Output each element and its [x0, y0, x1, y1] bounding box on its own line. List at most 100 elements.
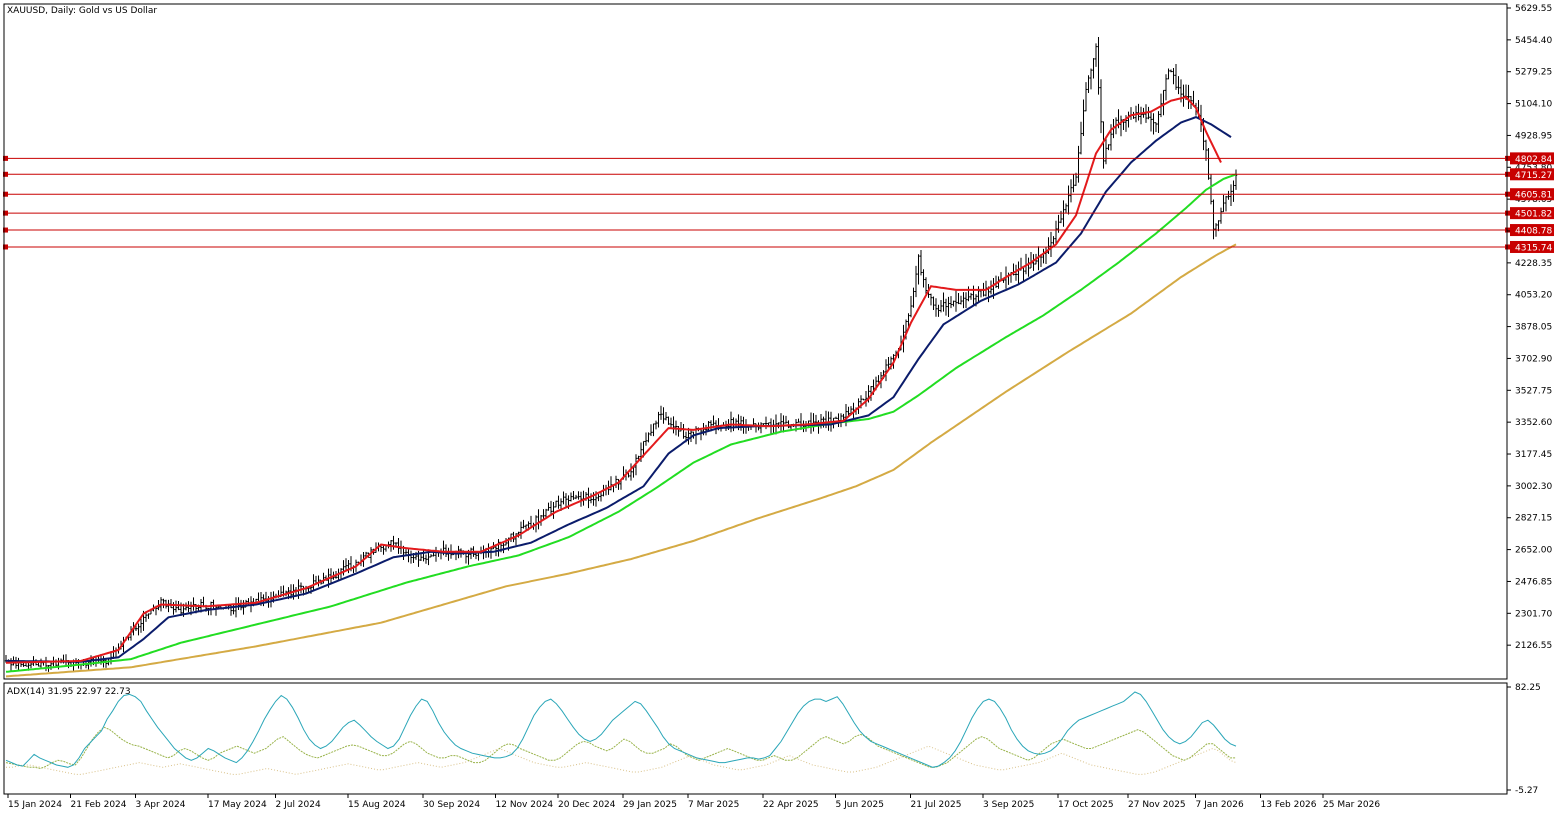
adx-tick-label: 82.25	[1515, 683, 1541, 693]
price-bar	[1187, 84, 1190, 110]
level-label: 4802.84	[1515, 155, 1552, 165]
price-bar	[1167, 68, 1170, 80]
price-bar	[1154, 122, 1158, 133]
price-bar	[137, 623, 140, 636]
price-bar	[947, 296, 950, 317]
price-bar	[787, 420, 790, 429]
price-tick-label: 3878.05	[1515, 323, 1552, 333]
price-bar	[784, 415, 788, 424]
level-left-marker	[3, 210, 8, 216]
price-bar	[1212, 199, 1215, 240]
price-bar	[174, 600, 178, 613]
price-tick-label: 2301.70	[1515, 609, 1552, 619]
price-bar	[1047, 237, 1050, 255]
price-tick-label: 3527.75	[1515, 386, 1552, 396]
adx-header: ADX(14) 31.95 22.97 22.73	[7, 687, 131, 697]
price-tick-label: 2476.85	[1515, 577, 1552, 587]
time-tick-label: 25 Mar 2026	[1323, 800, 1380, 810]
price-bar	[759, 422, 763, 434]
price-tick-label: 3702.90	[1515, 354, 1552, 364]
main-panel-frame	[3, 3, 1508, 680]
price-bar	[1177, 76, 1180, 95]
price-bar	[187, 601, 190, 613]
price-bar	[1137, 103, 1140, 121]
price-bar	[689, 429, 693, 443]
price-bar	[1054, 220, 1058, 246]
price-bar	[342, 560, 345, 576]
time-tick-label: 17 Oct 2025	[1058, 800, 1114, 810]
price-bar	[544, 508, 548, 518]
price-tick-label: 5279.25	[1515, 68, 1552, 78]
price-bar	[959, 295, 963, 305]
price-bar	[637, 455, 640, 460]
price-bar	[864, 391, 868, 407]
adx-tick-label: -5.27	[1515, 786, 1538, 796]
level-label: 4408.78	[1515, 227, 1552, 237]
adx-panel-frame	[3, 682, 1508, 795]
price-bar	[1092, 58, 1095, 79]
price-bar	[589, 493, 593, 504]
price-bar	[964, 292, 968, 309]
price-bar	[657, 411, 660, 428]
price-bar	[1229, 184, 1233, 207]
level-label-bg	[1510, 168, 1554, 181]
price-bar	[1102, 121, 1105, 169]
price-bar	[912, 287, 915, 308]
level-left-marker	[3, 155, 8, 161]
time-tick-label: 13 Feb 2026	[1261, 800, 1317, 810]
adx-panel	[5, 691, 1237, 775]
price-bar	[1099, 79, 1103, 134]
price-bar	[574, 494, 578, 500]
price-bar	[547, 502, 550, 511]
price-bar	[967, 286, 970, 302]
price-bar	[524, 524, 528, 530]
price-bar	[954, 290, 958, 312]
price-bar	[664, 411, 668, 421]
price-bar	[969, 292, 973, 300]
time-tick-label: 17 May 2024	[208, 800, 267, 810]
time-tick-label: 3 Apr 2024	[136, 800, 186, 810]
level-label-bg	[1510, 224, 1554, 237]
price-bar	[1149, 111, 1153, 132]
price-bar	[672, 416, 675, 434]
time-tick-label: 15 Jan 2024	[8, 800, 62, 810]
price-bar	[1232, 180, 1235, 202]
price-bar	[564, 493, 568, 508]
level-left-marker	[3, 244, 8, 250]
price-bar	[957, 292, 960, 305]
price-bar	[429, 554, 433, 558]
price-tick-label: 4228.35	[1515, 259, 1552, 269]
price-bar	[1087, 75, 1090, 94]
price-bar	[1219, 207, 1223, 224]
price-bar	[922, 269, 925, 288]
price-tick-label: 3177.45	[1515, 450, 1552, 460]
level-label: 4501.82	[1515, 210, 1552, 220]
ma-mid-line	[6, 116, 1232, 663]
price-bar	[1094, 43, 1098, 67]
price-bar	[147, 613, 150, 619]
time-tick-label: 22 Apr 2025	[763, 800, 819, 810]
price-bar	[162, 598, 165, 609]
price-bar	[397, 538, 400, 554]
price-bar	[687, 427, 690, 445]
price-tick-label: 4753.80	[1515, 163, 1552, 173]
level-label-bg	[1510, 207, 1554, 220]
time-tick-label: 5 Jun 2025	[836, 800, 884, 810]
price-bar	[869, 386, 873, 401]
price-bar	[1157, 111, 1160, 133]
price-tick-label: 2652.00	[1515, 546, 1552, 556]
price-bar	[239, 599, 243, 611]
price-bar	[669, 417, 673, 429]
price-bar	[424, 554, 428, 564]
price-bar	[924, 277, 928, 295]
price-bar	[369, 547, 373, 564]
price-bar	[1164, 74, 1168, 101]
time-tick-label: 30 Sep 2024	[423, 800, 480, 810]
price-bar	[322, 572, 325, 584]
price-bar	[502, 541, 505, 554]
price-bar	[1107, 144, 1110, 151]
price-bar	[1097, 37, 1100, 95]
price-tick-label: 5454.40	[1515, 36, 1552, 46]
level-label-bg	[1510, 188, 1554, 201]
